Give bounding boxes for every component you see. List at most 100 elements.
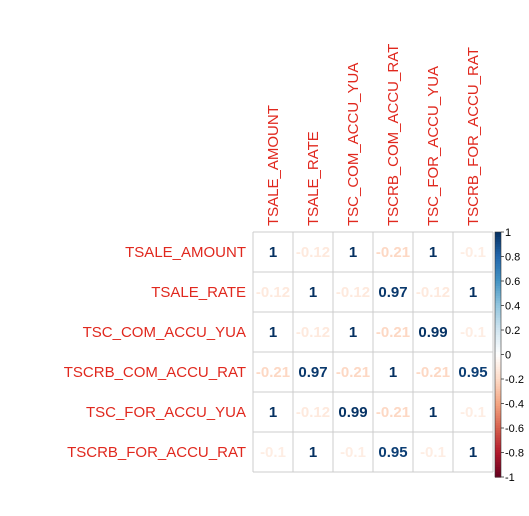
cell-value: -0.12 (336, 284, 370, 301)
cell-value: -0.21 (376, 324, 410, 341)
legend-color-step (495, 347, 501, 351)
legend-color-step (495, 398, 501, 402)
legend-color-step (495, 239, 501, 243)
legend-color-step (495, 278, 501, 282)
cell-value: 1 (269, 324, 277, 341)
legend-color-step (495, 236, 501, 240)
legend-color-step (495, 401, 501, 405)
cell-value: 0.95 (458, 364, 487, 381)
legend-color-step (495, 298, 501, 302)
legend-color-step (495, 322, 501, 326)
cell-value: -0.21 (256, 364, 290, 381)
row-label: TSALE_RATE (151, 284, 246, 301)
legend-color-step (495, 413, 501, 417)
cell-value: 1 (349, 324, 357, 341)
legend-color-step (495, 344, 501, 348)
legend-color-step (495, 374, 501, 378)
cell-value: 1 (349, 244, 357, 261)
legend-color-step (495, 303, 501, 307)
legend-tick-label: -0.4 (505, 399, 524, 411)
legend-color-step (495, 457, 501, 461)
legend-color-step (495, 435, 501, 439)
cell-value: -0.1 (460, 404, 486, 421)
legend-color-step (495, 469, 501, 473)
cell-value: -0.21 (376, 244, 410, 261)
legend-color-step (495, 430, 501, 434)
cell-value: -0.12 (296, 404, 330, 421)
cell-value: -0.12 (416, 284, 450, 301)
legend-color-step (495, 234, 501, 238)
legend-color-step (495, 464, 501, 468)
cell-value: 1 (429, 244, 437, 261)
legend-color-step (495, 423, 501, 427)
legend-tick-label: 1 (505, 227, 511, 239)
cell-grid: 1 -0.12 1 -0.21 1 -0.1 -0.12 1 -0.12 0.97 -0.12 1 1 -… (256, 244, 488, 461)
column-label: TSC_FOR_ACCU_YUA (425, 66, 442, 226)
cell-value: 1 (429, 404, 437, 421)
row-labels: TSALE_AMOUNT TSALE_RATE TSC_COM_ACCU_YUA TS… (64, 244, 246, 461)
legend-color-step (495, 364, 501, 368)
legend-color-step (495, 379, 501, 383)
cell-value: 0.99 (338, 404, 367, 421)
legend-color-step (495, 420, 501, 424)
legend-color-step (495, 452, 501, 456)
legend-color-step (495, 366, 501, 370)
legend-color-step (495, 342, 501, 346)
legend-color-step (495, 325, 501, 329)
legend-color-step (495, 403, 501, 407)
cell-value: 1 (309, 284, 317, 301)
legend-tick-label: 0 (505, 350, 511, 362)
legend-color-step (495, 459, 501, 463)
legend-color-step (495, 263, 501, 267)
legend-tick-label: -0.8 (505, 448, 524, 460)
row-label: TSCRB_FOR_ACCU_RAT (67, 444, 246, 461)
legend-color-step (495, 393, 501, 397)
legend-color-step (495, 271, 501, 275)
cell-value: 1 (269, 244, 277, 261)
legend-color-step (495, 352, 501, 356)
legend-color-step (495, 437, 501, 441)
legend-color-step (495, 440, 501, 444)
legend-color-step (495, 305, 501, 309)
legend-color-step (495, 376, 501, 380)
legend-color-step (495, 310, 501, 314)
legend-color-step (495, 285, 501, 289)
cell-value: 1 (389, 364, 397, 381)
legend-color-step (495, 361, 501, 365)
legend-color-step (495, 334, 501, 338)
legend-color-step (495, 249, 501, 253)
cell-value: 0.99 (418, 324, 447, 341)
legend-color-step (495, 241, 501, 245)
legend-color-step (495, 349, 501, 353)
legend-color-step (495, 295, 501, 299)
legend-color-step (495, 425, 501, 429)
cell-value: -0.12 (296, 244, 330, 261)
legend-color-step (495, 432, 501, 436)
legend-color-step (495, 290, 501, 294)
legend-color-step (495, 442, 501, 446)
color-legend: 1 0.8 0.6 0.4 0.2 0 -0.2 -0.4 -0.6 -0.8 -1 (494, 227, 524, 484)
cell-value: -0.21 (376, 404, 410, 421)
legend-color-step (495, 258, 501, 262)
legend-color-step (495, 383, 501, 387)
legend-color-step (495, 359, 501, 363)
legend-color-step (495, 381, 501, 385)
legend-color-step (495, 293, 501, 297)
row-label: TSALE_AMOUNT (125, 244, 246, 261)
legend-color-step (495, 354, 501, 358)
legend-color-step (495, 273, 501, 277)
cell-value: -0.21 (416, 364, 450, 381)
legend-color-step (495, 268, 501, 272)
legend-color-step (495, 317, 501, 321)
legend-color-step (495, 288, 501, 292)
legend-color-step (495, 356, 501, 360)
cell-value: -0.21 (336, 364, 370, 381)
legend-color-step (495, 388, 501, 392)
legend-color-step (495, 251, 501, 255)
legend-color-step (495, 327, 501, 331)
legend-color-step (495, 391, 501, 395)
legend-tick-label: -0.2 (505, 374, 524, 386)
legend-color-step (495, 244, 501, 248)
cell-value: 0.95 (378, 444, 407, 461)
legend-color-step (495, 472, 501, 476)
